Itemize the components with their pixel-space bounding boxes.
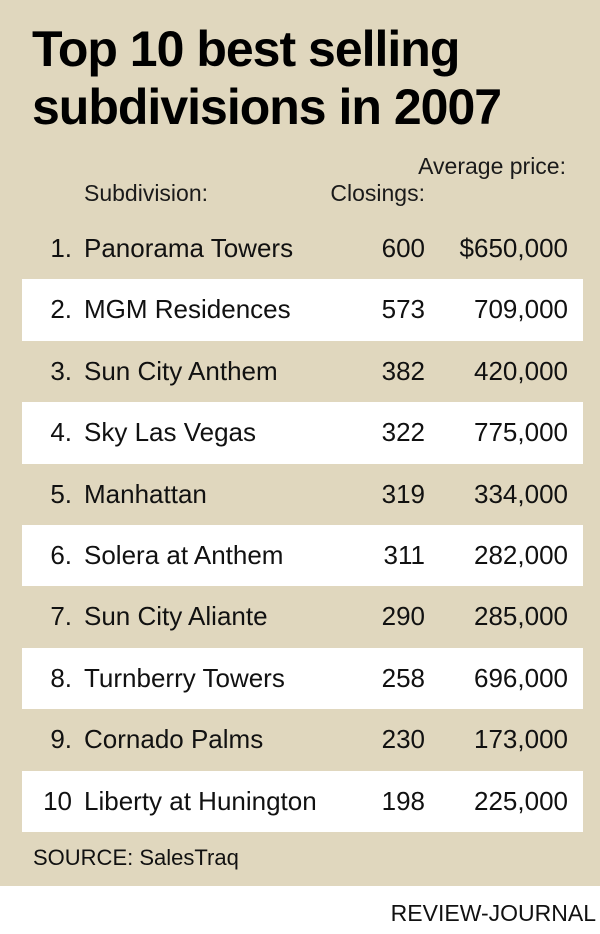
closings-cell: 290 xyxy=(381,601,425,632)
table-row: 7. Sun City Aliante 290 285,000 xyxy=(22,586,583,647)
closings-cell: 382 xyxy=(381,355,425,386)
header-average-price: Average price: xyxy=(418,153,566,179)
rank-cell: 3. xyxy=(50,355,72,386)
rank-cell: 6. xyxy=(50,539,72,570)
closings-cell: 600 xyxy=(381,233,425,263)
subdivision-cell: Sun City Anthem xyxy=(84,355,278,386)
subdivision-cell: Solera at Anthem xyxy=(84,539,284,570)
table-row: 2. MGM Residences 573 709,000 xyxy=(22,279,583,341)
header-closings: Closings: xyxy=(330,180,425,206)
closings-cell: 198 xyxy=(381,785,425,816)
subdivision-cell: Manhattan xyxy=(84,478,207,509)
subdivision-cell: Sun City Aliante xyxy=(84,601,268,632)
rank-cell: 9. xyxy=(50,724,72,755)
closings-cell: 319 xyxy=(381,478,425,509)
subdivision-cell: Cornado Palms xyxy=(84,724,264,755)
table-row: 5. Manhattan 319 334,000 xyxy=(22,464,583,525)
price-cell: 173,000 xyxy=(474,724,568,755)
chart-title: Top 10 best selling subdivisions in 2007 xyxy=(32,21,502,135)
closings-cell: 258 xyxy=(381,662,425,693)
source-note: SOURCE: SalesTraq xyxy=(33,845,239,870)
closings-cell: 322 xyxy=(381,417,425,448)
rank-cell: 10 xyxy=(43,785,72,816)
rank-cell: 8. xyxy=(50,662,72,693)
rank-cell: 2. xyxy=(50,294,72,325)
price-cell: 420,000 xyxy=(474,355,568,386)
price-cell: 225,000 xyxy=(474,785,568,816)
price-cell: 775,000 xyxy=(474,417,568,448)
price-cell: 696,000 xyxy=(474,662,568,693)
price-cell: 334,000 xyxy=(474,478,568,509)
subdivision-cell: Panorama Towers xyxy=(84,233,294,263)
header-subdivision: Subdivision: xyxy=(84,180,209,206)
closings-cell: 230 xyxy=(381,724,425,755)
table-row: 6. Solera at Anthem 311 282,000 xyxy=(22,524,583,587)
closings-cell: 573 xyxy=(381,294,425,325)
subdivision-cell: Turnberry Towers xyxy=(84,662,285,693)
table-row: 9. Cornado Palms 230 173,000 xyxy=(22,709,583,770)
price-cell: 282,000 xyxy=(474,539,568,570)
table-row: 8. Turnberry Towers 258 696,000 xyxy=(22,647,583,710)
rank-cell: 4. xyxy=(50,417,72,448)
subdivision-cell: MGM Residences xyxy=(84,294,291,325)
table-body: 1. Panorama Towers 600 $650,000 2. MGM Reside… xyxy=(22,218,583,832)
rank-cell: 1. xyxy=(50,233,72,263)
table-row: 3. Sun City Anthem 382 420,000 xyxy=(22,341,583,402)
subdivision-cell: Sky Las Vegas xyxy=(84,417,256,448)
closings-cell: 311 xyxy=(383,539,425,570)
table-row: 4. Sky Las Vegas 322 775,000 xyxy=(22,402,583,464)
publisher-credit: REVIEW-JOURNAL xyxy=(390,900,596,926)
rank-cell: 7. xyxy=(50,601,72,632)
rank-cell: 5. xyxy=(50,478,72,509)
table-row: 10 Liberty at Hunington 198 225,000 xyxy=(22,770,583,832)
price-cell: 709,000 xyxy=(474,294,568,325)
subdivision-cell: Liberty at Hunington xyxy=(84,785,317,816)
price-cell: $650,000 xyxy=(459,233,568,263)
price-cell: 285,000 xyxy=(474,601,568,632)
table-row: 1. Panorama Towers 600 $650,000 xyxy=(22,218,583,279)
